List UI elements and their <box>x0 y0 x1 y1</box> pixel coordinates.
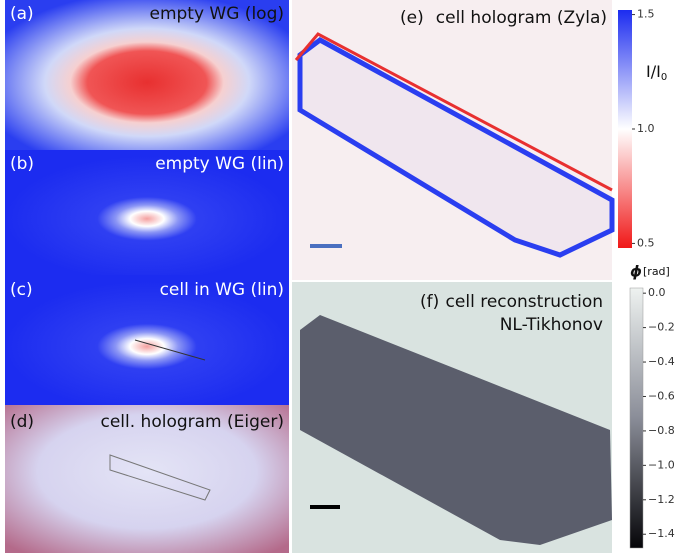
panel-tag: (b) <box>10 154 34 174</box>
panel-title: cell reconstruction <box>446 292 603 312</box>
panel-title: cell in WG (lin) <box>160 280 284 300</box>
figure: (a) empty WG (log) (b) empty WG (lin) (c… <box>0 0 675 553</box>
panel-title: cell. hologram (Eiger) <box>101 412 285 432</box>
tick-label: −1.2 <box>648 493 675 506</box>
tick-label: 1.5 <box>637 8 655 21</box>
tick-label: −1.0 <box>648 458 675 471</box>
colorbar-label: I/I0 <box>646 62 667 84</box>
colorbar <box>618 10 632 248</box>
tick-label: −0.2 <box>648 321 675 334</box>
panel-tag: (e) <box>400 8 424 28</box>
tick-label: −0.6 <box>648 389 675 402</box>
colorbar <box>630 288 643 548</box>
panel-title: cell hologram (Zyla) <box>436 8 607 28</box>
scale-bar <box>310 505 340 509</box>
panel-tag: (d) <box>10 412 34 432</box>
tick-label: −1.4 <box>648 527 675 540</box>
colorbar-label: ϕ <box>630 263 642 281</box>
panel-tag: (a) <box>10 4 34 24</box>
panel-tag: (c) <box>10 280 33 300</box>
panel-tag: (f) <box>420 292 439 312</box>
colorbar-label: [rad] <box>643 265 670 278</box>
tick-label: 1.0 <box>637 122 655 135</box>
panel-title: empty WG (lin) <box>155 154 284 174</box>
tick-label: 0.5 <box>637 236 655 249</box>
panel-subtitle: NL-Tikhonov <box>500 315 603 335</box>
panel-title: empty WG (log) <box>149 4 284 24</box>
tick-label: −0.4 <box>648 355 675 368</box>
tick-label: 0.0 <box>648 286 666 299</box>
scale-bar <box>310 244 342 248</box>
tick-label: −0.8 <box>648 424 675 437</box>
